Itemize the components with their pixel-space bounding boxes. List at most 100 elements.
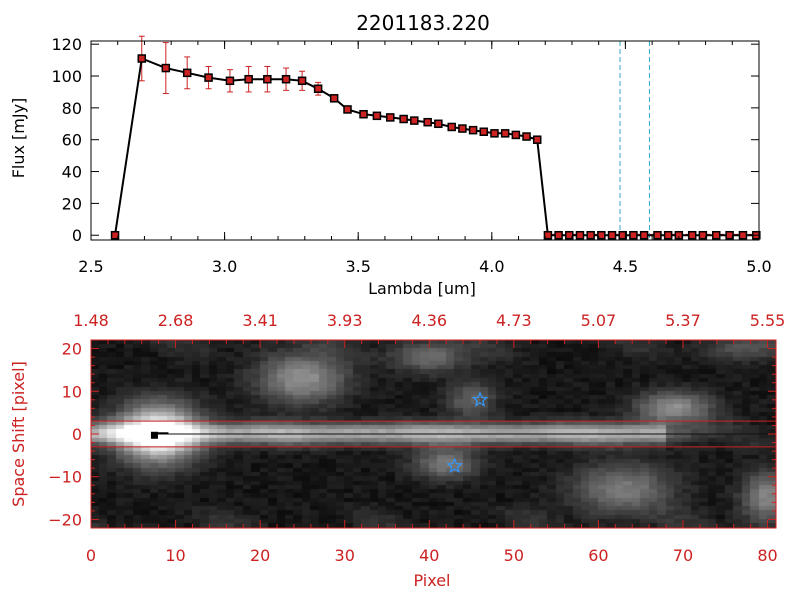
y-tick-label: 10 (62, 382, 82, 401)
flux-data-point (372, 111, 382, 121)
flux-data-point (532, 135, 542, 144)
top-tick-label: 2.68 (158, 311, 194, 330)
x-tick-label: 70 (673, 546, 693, 565)
x-tick-label: 4.5 (613, 257, 638, 276)
x-tick-label: 20 (250, 546, 270, 565)
spectrum-panel: 2.5 3.0 3.5 4.0 4.5 5.0 0 20 40 60 80 100 120 Lambd… (9, 35, 772, 298)
flux-data-point (161, 63, 171, 73)
flux-data-point (490, 129, 499, 138)
flux-data-point (343, 105, 352, 114)
flux-data-point (182, 68, 192, 78)
flux-data-point (297, 76, 307, 86)
source-star-icon (471, 391, 489, 407)
source-star-icon (446, 457, 463, 474)
spectrum-x-ticks: 2.5 3.0 3.5 4.0 4.5 5.0 (78, 41, 772, 276)
flux-data-point (359, 109, 368, 119)
chart-title: 2201183.220 (356, 11, 490, 35)
trace-start-marker (150, 431, 158, 439)
y-tick-label: 60 (62, 131, 82, 150)
flux-data-point (607, 230, 617, 240)
flux-data-point (711, 230, 721, 240)
x-tick-label: 0 (86, 546, 96, 565)
top-tick-label: 5.55 (750, 311, 786, 330)
spectrum-y-axis-label: Flux [mJy] (9, 98, 28, 179)
flux-data-point (313, 84, 323, 94)
spectrum-axes-frame (90, 40, 760, 241)
heatmap-overlay (91, 391, 776, 474)
spectrum-y-ticks: 0 20 40 60 80 100 120 (51, 35, 759, 245)
image-panel: 0 10 20 30 40 50 60 70 80 1.48 2.68 3.41 3.93 4.36 4.… (9, 311, 785, 590)
flux-data-point (137, 54, 147, 63)
flux-data-point (204, 73, 213, 82)
top-tick-label: 3.93 (327, 311, 363, 330)
x-tick-label: 40 (419, 546, 439, 565)
spectrum-plot-area (110, 35, 761, 240)
flux-data-point (479, 127, 489, 136)
flux-data-point (399, 114, 408, 124)
top-tick-label: 5.37 (665, 311, 701, 330)
y-tick-label: 20 (62, 194, 82, 213)
heatmap-top-ticks: 1.48 2.68 3.41 3.93 4.36 4.73 5.07 5.37 5.55 (73, 311, 785, 348)
flux-data-point (618, 230, 627, 240)
top-tick-label: 4.73 (496, 311, 532, 330)
flux-data-point (458, 124, 467, 133)
flux-data-point (522, 132, 531, 141)
flux-data-point (434, 119, 443, 129)
flux-data-point (738, 230, 748, 240)
flux-data-point (575, 230, 585, 240)
x-tick-label: 3.5 (345, 257, 370, 276)
top-tick-label: 3.41 (242, 311, 278, 330)
flux-data-point (597, 230, 606, 240)
flux-data-point (565, 230, 574, 240)
top-tick-label: 4.36 (411, 311, 447, 330)
flux-data-point (543, 230, 553, 240)
y-tick-label: 20 (62, 340, 82, 359)
heatmap-x-axis-label: Pixel (413, 571, 450, 590)
flux-data-point (500, 129, 510, 138)
flux-data-point (698, 230, 708, 240)
flux-data-point (468, 125, 478, 135)
heatmap-x-ticks: 0 10 20 30 40 50 60 70 80 (86, 520, 778, 565)
x-tick-label: 2.5 (78, 257, 103, 276)
flux-data-point (263, 74, 272, 84)
flux-data-point (386, 113, 395, 122)
flux-series-line (114, 57, 757, 237)
x-tick-label: 5.0 (746, 257, 771, 276)
flux-data-point (586, 230, 595, 240)
flux-data-point (725, 230, 734, 240)
y-tick-label: 120 (51, 35, 82, 54)
y-tick-label: 80 (62, 99, 82, 118)
flux-data-point (629, 230, 638, 240)
flux-data-point (410, 116, 419, 125)
flux-data-point (423, 117, 432, 127)
flux-data-point (244, 74, 253, 84)
flux-data-point (281, 74, 291, 84)
flux-data-point (653, 230, 662, 240)
flux-data-point (447, 122, 456, 132)
flux-data-point (511, 130, 521, 140)
flux-data-point (687, 230, 697, 240)
x-tick-label: 4.0 (479, 257, 504, 276)
x-tick-label: 3.0 (212, 257, 237, 276)
top-tick-label: 1.48 (73, 311, 109, 330)
y-tick-label: 40 (62, 163, 82, 182)
flux-data-point (663, 230, 673, 240)
heatmap-y-ticks: −20 −10 0 10 20 (48, 340, 776, 529)
flux-data-point (554, 230, 563, 240)
y-tick-label: −20 (48, 510, 82, 529)
y-tick-label: 0 (72, 226, 82, 245)
x-tick-label: 30 (335, 546, 355, 565)
y-tick-label: −10 (48, 468, 82, 487)
spectrum-x-axis-label: Lambda [um] (368, 279, 476, 298)
y-tick-label: 0 (72, 425, 82, 444)
heatmap-y-axis-label: Space Shift [pixel] (9, 361, 28, 507)
flux-data-point (639, 230, 649, 240)
flux-data-point (225, 76, 235, 86)
x-tick-label: 50 (504, 546, 524, 565)
x-tick-label: 60 (588, 546, 608, 565)
y-tick-label: 100 (51, 67, 82, 86)
flux-data-point (329, 94, 339, 103)
top-tick-label: 5.07 (581, 311, 617, 330)
flux-data-point (110, 230, 120, 240)
